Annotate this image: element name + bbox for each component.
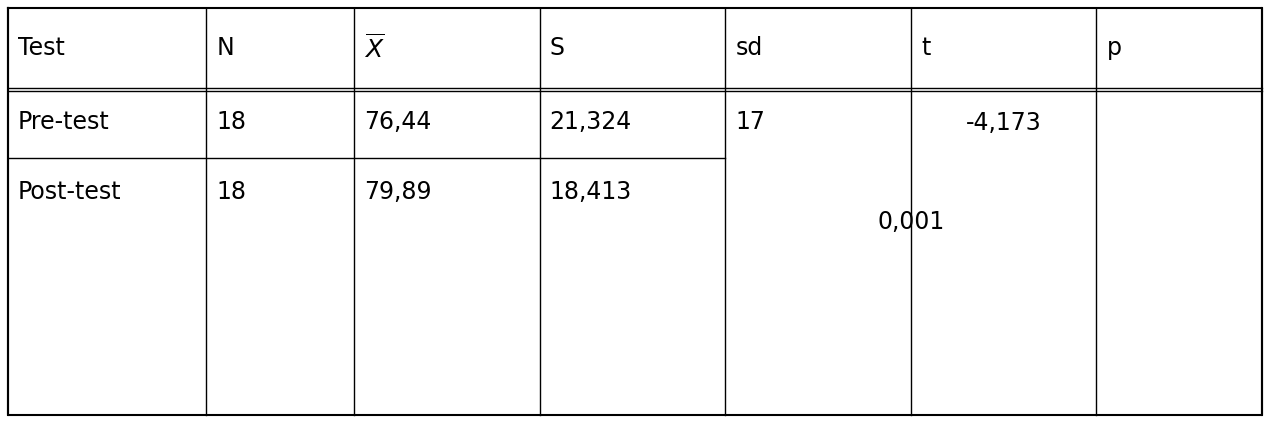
Text: N: N <box>216 36 234 60</box>
Text: $\overline{X}$: $\overline{X}$ <box>364 33 385 63</box>
Text: t: t <box>921 36 930 60</box>
Text: 17: 17 <box>735 110 765 134</box>
Text: Pre-test: Pre-test <box>18 110 109 134</box>
Text: Test: Test <box>18 36 65 60</box>
Text: Post-test: Post-test <box>18 180 122 204</box>
Text: 76,44: 76,44 <box>364 110 432 134</box>
Text: 18: 18 <box>216 180 246 204</box>
Text: 18: 18 <box>216 110 246 134</box>
Text: -4,173: -4,173 <box>965 111 1041 135</box>
Text: 79,89: 79,89 <box>364 180 432 204</box>
Text: 18,413: 18,413 <box>550 180 632 204</box>
Text: p: p <box>1106 36 1121 60</box>
Text: S: S <box>550 36 565 60</box>
Text: 0,001: 0,001 <box>878 210 945 234</box>
Text: sd: sd <box>735 36 762 60</box>
Text: 21,324: 21,324 <box>550 110 632 134</box>
